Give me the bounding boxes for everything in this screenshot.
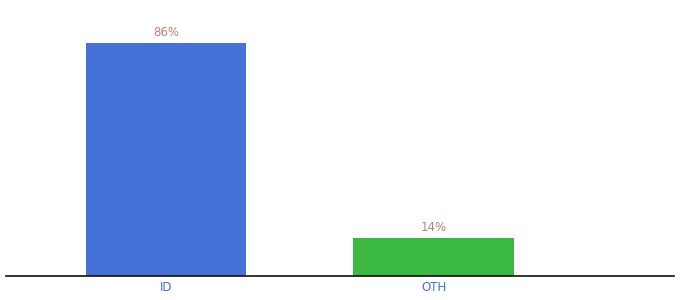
Text: 14%: 14% <box>421 221 447 234</box>
Text: 86%: 86% <box>153 26 179 39</box>
Bar <box>86 44 246 276</box>
Bar <box>354 238 514 276</box>
